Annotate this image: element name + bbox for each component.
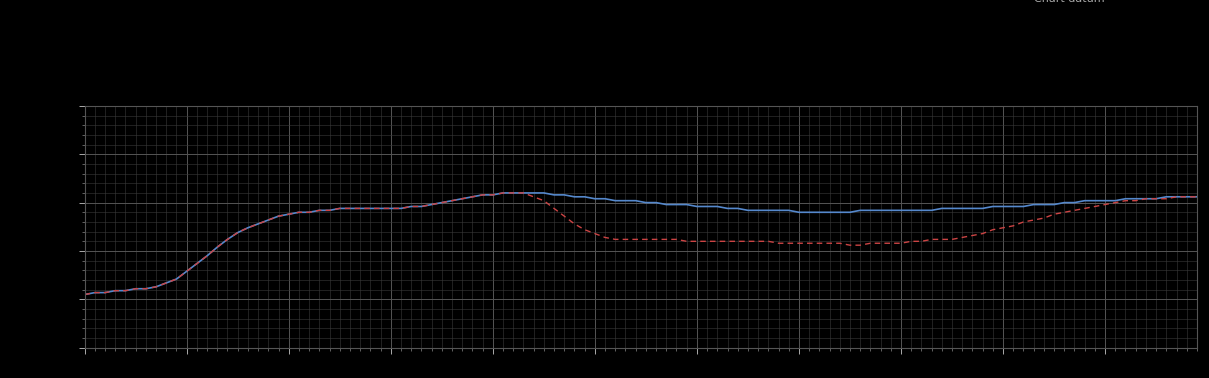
Expected lowest water level bbox=[597, 197, 612, 201]
Chart datum bbox=[873, 241, 887, 246]
Expected lowest water level bbox=[629, 198, 643, 203]
Chart datum bbox=[1190, 195, 1204, 199]
Legend: Expected lowest water level, Chart datum: Expected lowest water level, Chart datum bbox=[997, 0, 1191, 4]
Chart datum bbox=[1128, 198, 1143, 203]
Chart datum bbox=[496, 191, 510, 195]
Expected lowest water level bbox=[77, 292, 92, 297]
Chart datum bbox=[404, 204, 418, 209]
Chart datum bbox=[629, 237, 643, 242]
Chart datum bbox=[597, 235, 612, 240]
Expected lowest water level bbox=[496, 191, 510, 195]
Expected lowest water level bbox=[1128, 197, 1143, 201]
Chart datum bbox=[1169, 195, 1184, 199]
Expected lowest water level bbox=[1169, 195, 1184, 199]
Expected lowest water level bbox=[873, 208, 887, 212]
Expected lowest water level bbox=[404, 204, 418, 209]
Line: Chart datum: Chart datum bbox=[85, 193, 1197, 294]
Expected lowest water level bbox=[1190, 195, 1204, 199]
Line: Expected lowest water level: Expected lowest water level bbox=[85, 193, 1197, 294]
Chart datum bbox=[77, 292, 92, 297]
